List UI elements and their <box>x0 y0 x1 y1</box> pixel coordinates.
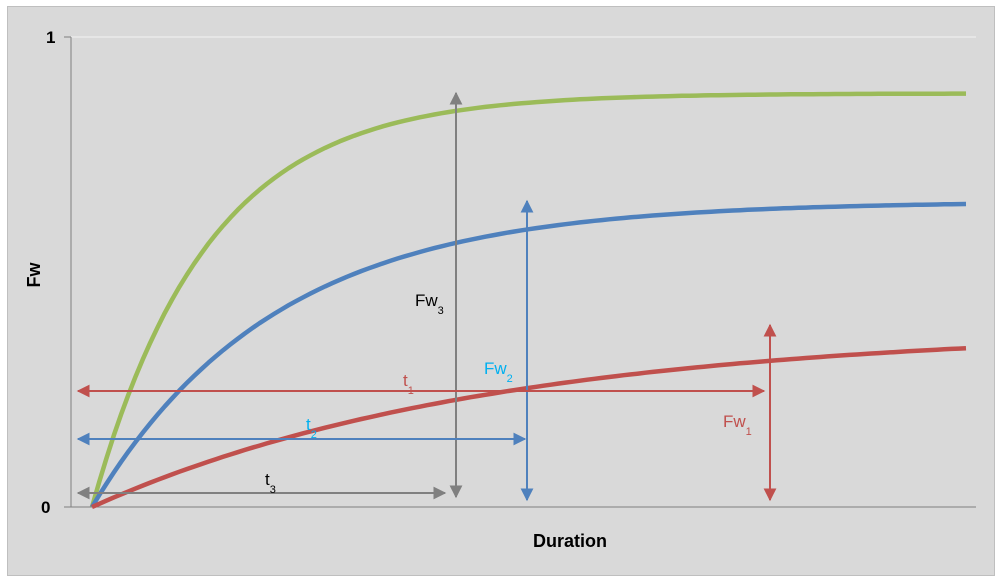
fw2-label: Fw2 <box>484 359 513 385</box>
t3-label: t3 <box>265 470 276 496</box>
chart-svg: 1 0 Duration Fw Fw3 Fw2 Fw1 t1 t2 <box>24 28 976 551</box>
chart-area: 1 0 Duration Fw Fw3 Fw2 Fw1 t1 t2 <box>7 6 995 576</box>
x-axis-title: Duration <box>533 531 607 551</box>
fw3-label: Fw3 <box>415 291 444 317</box>
y-tick-label-1: 1 <box>46 28 55 47</box>
y-axis-title: Fw <box>24 262 44 288</box>
series-line-green <box>89 91 966 508</box>
t1-label: t1 <box>403 371 414 397</box>
fw1-label: Fw1 <box>723 412 752 438</box>
y-tick-label-0: 0 <box>41 498 50 517</box>
series-line-red <box>91 345 967 510</box>
t2-label: t2 <box>306 415 317 441</box>
